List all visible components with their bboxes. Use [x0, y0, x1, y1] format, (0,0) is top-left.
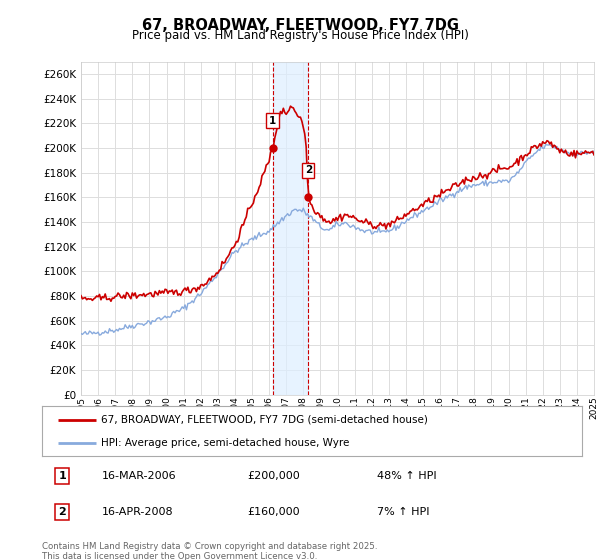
- Text: 2: 2: [305, 165, 312, 175]
- Text: 67, BROADWAY, FLEETWOOD, FY7 7DG (semi-detached house): 67, BROADWAY, FLEETWOOD, FY7 7DG (semi-d…: [101, 414, 428, 424]
- Text: £200,000: £200,000: [247, 471, 300, 481]
- Text: £160,000: £160,000: [247, 507, 300, 517]
- Bar: [272, 62, 308, 395]
- Text: 48% ↑ HPI: 48% ↑ HPI: [377, 471, 436, 481]
- Text: Contains HM Land Registry data © Crown copyright and database right 2025.
This d: Contains HM Land Registry data © Crown c…: [42, 542, 377, 560]
- Text: 1: 1: [58, 471, 66, 481]
- Text: 7% ↑ HPI: 7% ↑ HPI: [377, 507, 430, 517]
- Text: 67, BROADWAY, FLEETWOOD, FY7 7DG: 67, BROADWAY, FLEETWOOD, FY7 7DG: [142, 18, 458, 33]
- Text: HPI: Average price, semi-detached house, Wyre: HPI: Average price, semi-detached house,…: [101, 438, 350, 448]
- Text: 1: 1: [269, 116, 277, 126]
- Text: 2: 2: [58, 507, 66, 517]
- Text: 16-APR-2008: 16-APR-2008: [101, 507, 173, 517]
- Text: 16-MAR-2006: 16-MAR-2006: [101, 471, 176, 481]
- Text: Price paid vs. HM Land Registry's House Price Index (HPI): Price paid vs. HM Land Registry's House …: [131, 29, 469, 42]
